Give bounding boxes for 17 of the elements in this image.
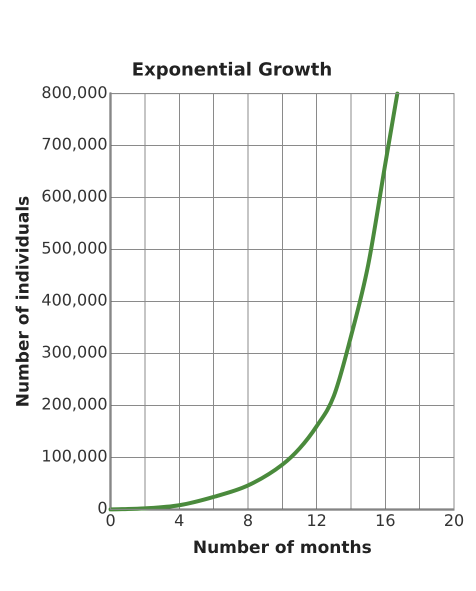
y-tick-label: 0: [97, 498, 108, 518]
x-tick-label: 8: [242, 511, 254, 530]
x-tick-label: 20: [444, 511, 464, 530]
x-axis-title: Number of months: [192, 538, 372, 558]
x-tick-label: 12: [306, 511, 327, 530]
chart-title: Exponential Growth: [132, 59, 332, 80]
y-tick-label: 600,000: [41, 186, 108, 206]
y-tick-label: 300,000: [41, 342, 108, 362]
y-tick-label: 500,000: [41, 238, 108, 258]
y-tick-label: 100,000: [41, 446, 108, 466]
x-tick-label: 4: [174, 511, 184, 530]
y-tick-label: 700,000: [41, 134, 108, 154]
y-tick-label: 800,000: [41, 82, 108, 102]
x-tick-label: 16: [375, 511, 396, 530]
y-tick-label: 400,000: [41, 290, 108, 310]
y-axis-title: Number of individuals: [14, 196, 34, 408]
y-tick-label: 200,000: [41, 394, 108, 414]
